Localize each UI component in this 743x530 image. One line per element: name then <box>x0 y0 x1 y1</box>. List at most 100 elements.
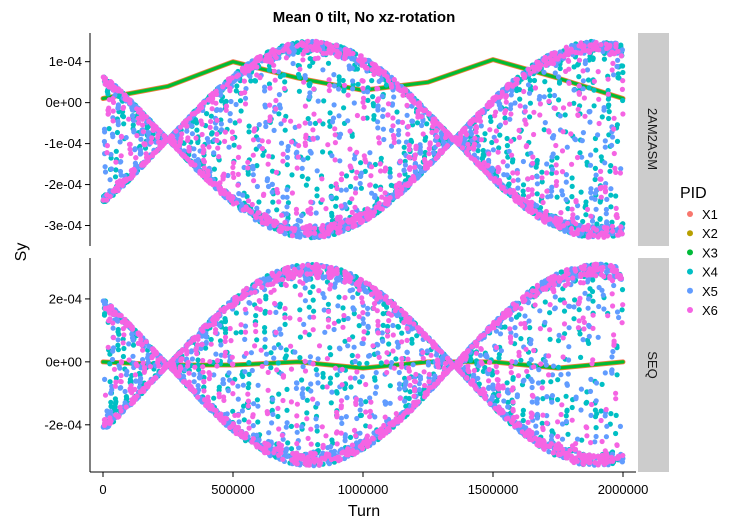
point-x5 <box>571 87 577 93</box>
point-x5 <box>395 119 401 125</box>
point-x4 <box>362 168 368 174</box>
point-x5 <box>592 190 599 196</box>
point-x4 <box>549 170 555 176</box>
point-x6 <box>483 169 489 175</box>
point-x4 <box>564 407 570 413</box>
point-x6 <box>620 111 626 117</box>
point-x4 <box>591 103 597 109</box>
point-x6 <box>611 126 617 132</box>
point-x6 <box>198 118 204 124</box>
point-x6 <box>478 164 484 171</box>
point-x5 <box>380 107 386 113</box>
point-x6 <box>129 172 135 178</box>
point-x4 <box>539 420 545 426</box>
point-x5 <box>404 112 410 118</box>
point-x5 <box>189 123 195 129</box>
point-x6 <box>220 84 226 90</box>
point-x6 <box>591 225 597 231</box>
point-x6 <box>231 174 237 180</box>
point-x4 <box>504 143 510 149</box>
point-x6 <box>553 170 560 176</box>
point-x6 <box>273 169 279 175</box>
point-x5 <box>264 178 270 184</box>
point-x6 <box>354 169 360 175</box>
point-x6 <box>529 199 535 205</box>
point-x6 <box>279 212 285 218</box>
point-x5 <box>489 165 495 171</box>
point-x5 <box>602 144 608 150</box>
point-x4 <box>480 154 486 160</box>
point-x5 <box>117 139 123 145</box>
point-x5 <box>269 181 275 187</box>
point-x6 <box>277 228 283 234</box>
point-x5 <box>542 120 548 126</box>
point-x6 <box>598 194 604 200</box>
point-x6 <box>289 233 295 239</box>
point-x6 <box>113 159 119 165</box>
point-x4 <box>232 120 238 126</box>
point-x4 <box>260 152 266 158</box>
point-x6 <box>435 153 441 159</box>
point-x5 <box>563 197 569 203</box>
point-x5 <box>431 150 437 156</box>
point-x6 <box>267 85 273 91</box>
point-x5 <box>118 159 124 165</box>
point-x6 <box>262 213 268 219</box>
point-x4 <box>615 71 621 77</box>
point-x4 <box>607 168 613 174</box>
point-x4 <box>576 307 582 313</box>
point-x6 <box>568 131 574 137</box>
point-x5 <box>189 131 195 137</box>
point-x4 <box>329 213 335 219</box>
point-x6 <box>609 228 616 234</box>
point-x6 <box>335 226 341 232</box>
point-x6 <box>361 104 367 110</box>
point-x6 <box>426 146 432 152</box>
y-tick-label: 0e+00 <box>45 95 82 110</box>
point-x6 <box>250 137 257 143</box>
point-x6 <box>465 141 471 147</box>
point-x6 <box>296 143 302 149</box>
point-x6 <box>332 140 338 146</box>
point-x4 <box>504 135 510 142</box>
point-x6 <box>492 176 498 182</box>
point-x5 <box>345 118 351 124</box>
point-x4 <box>584 159 590 165</box>
point-x5 <box>593 206 599 212</box>
point-x6 <box>569 206 575 212</box>
point-x6 <box>214 131 220 137</box>
point-x4 <box>120 114 127 120</box>
point-x5 <box>586 109 592 115</box>
point-x4 <box>593 147 599 153</box>
point-x6 <box>120 105 126 111</box>
point-x6 <box>558 210 564 216</box>
point-x6 <box>342 51 348 57</box>
point-x6 <box>352 190 359 196</box>
point-x6 <box>145 156 151 162</box>
point-x5 <box>563 179 569 185</box>
y-tick-label: 1e-04 <box>49 54 82 69</box>
point-x6 <box>605 76 611 82</box>
point-x6 <box>601 234 607 240</box>
point-x6 <box>105 111 111 117</box>
point-x5 <box>587 162 594 168</box>
point-x6 <box>273 106 279 112</box>
point-x6 <box>587 43 593 49</box>
point-x6 <box>618 224 624 230</box>
point-x5 <box>297 234 303 240</box>
point-x5 <box>108 166 115 172</box>
point-x6 <box>525 186 531 193</box>
point-x6 <box>422 164 428 170</box>
point-x6 <box>597 176 603 182</box>
y-tick-label: -2e-04 <box>44 177 82 192</box>
point-x6 <box>576 83 582 89</box>
point-x5 <box>515 185 521 191</box>
point-x5 <box>541 94 547 100</box>
point-x4 <box>268 365 274 371</box>
point-x4 <box>211 166 217 172</box>
point-x4 <box>592 176 598 183</box>
point-x4 <box>614 372 620 378</box>
point-x4 <box>113 148 119 154</box>
point-x6 <box>265 139 272 145</box>
point-x6 <box>578 50 584 56</box>
